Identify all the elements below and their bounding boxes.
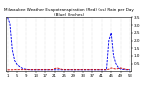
Title: Milwaukee Weather Evapotranspiration (Red) (vs) Rain per Day (Blue) (Inches): Milwaukee Weather Evapotranspiration (Re…: [4, 8, 134, 17]
